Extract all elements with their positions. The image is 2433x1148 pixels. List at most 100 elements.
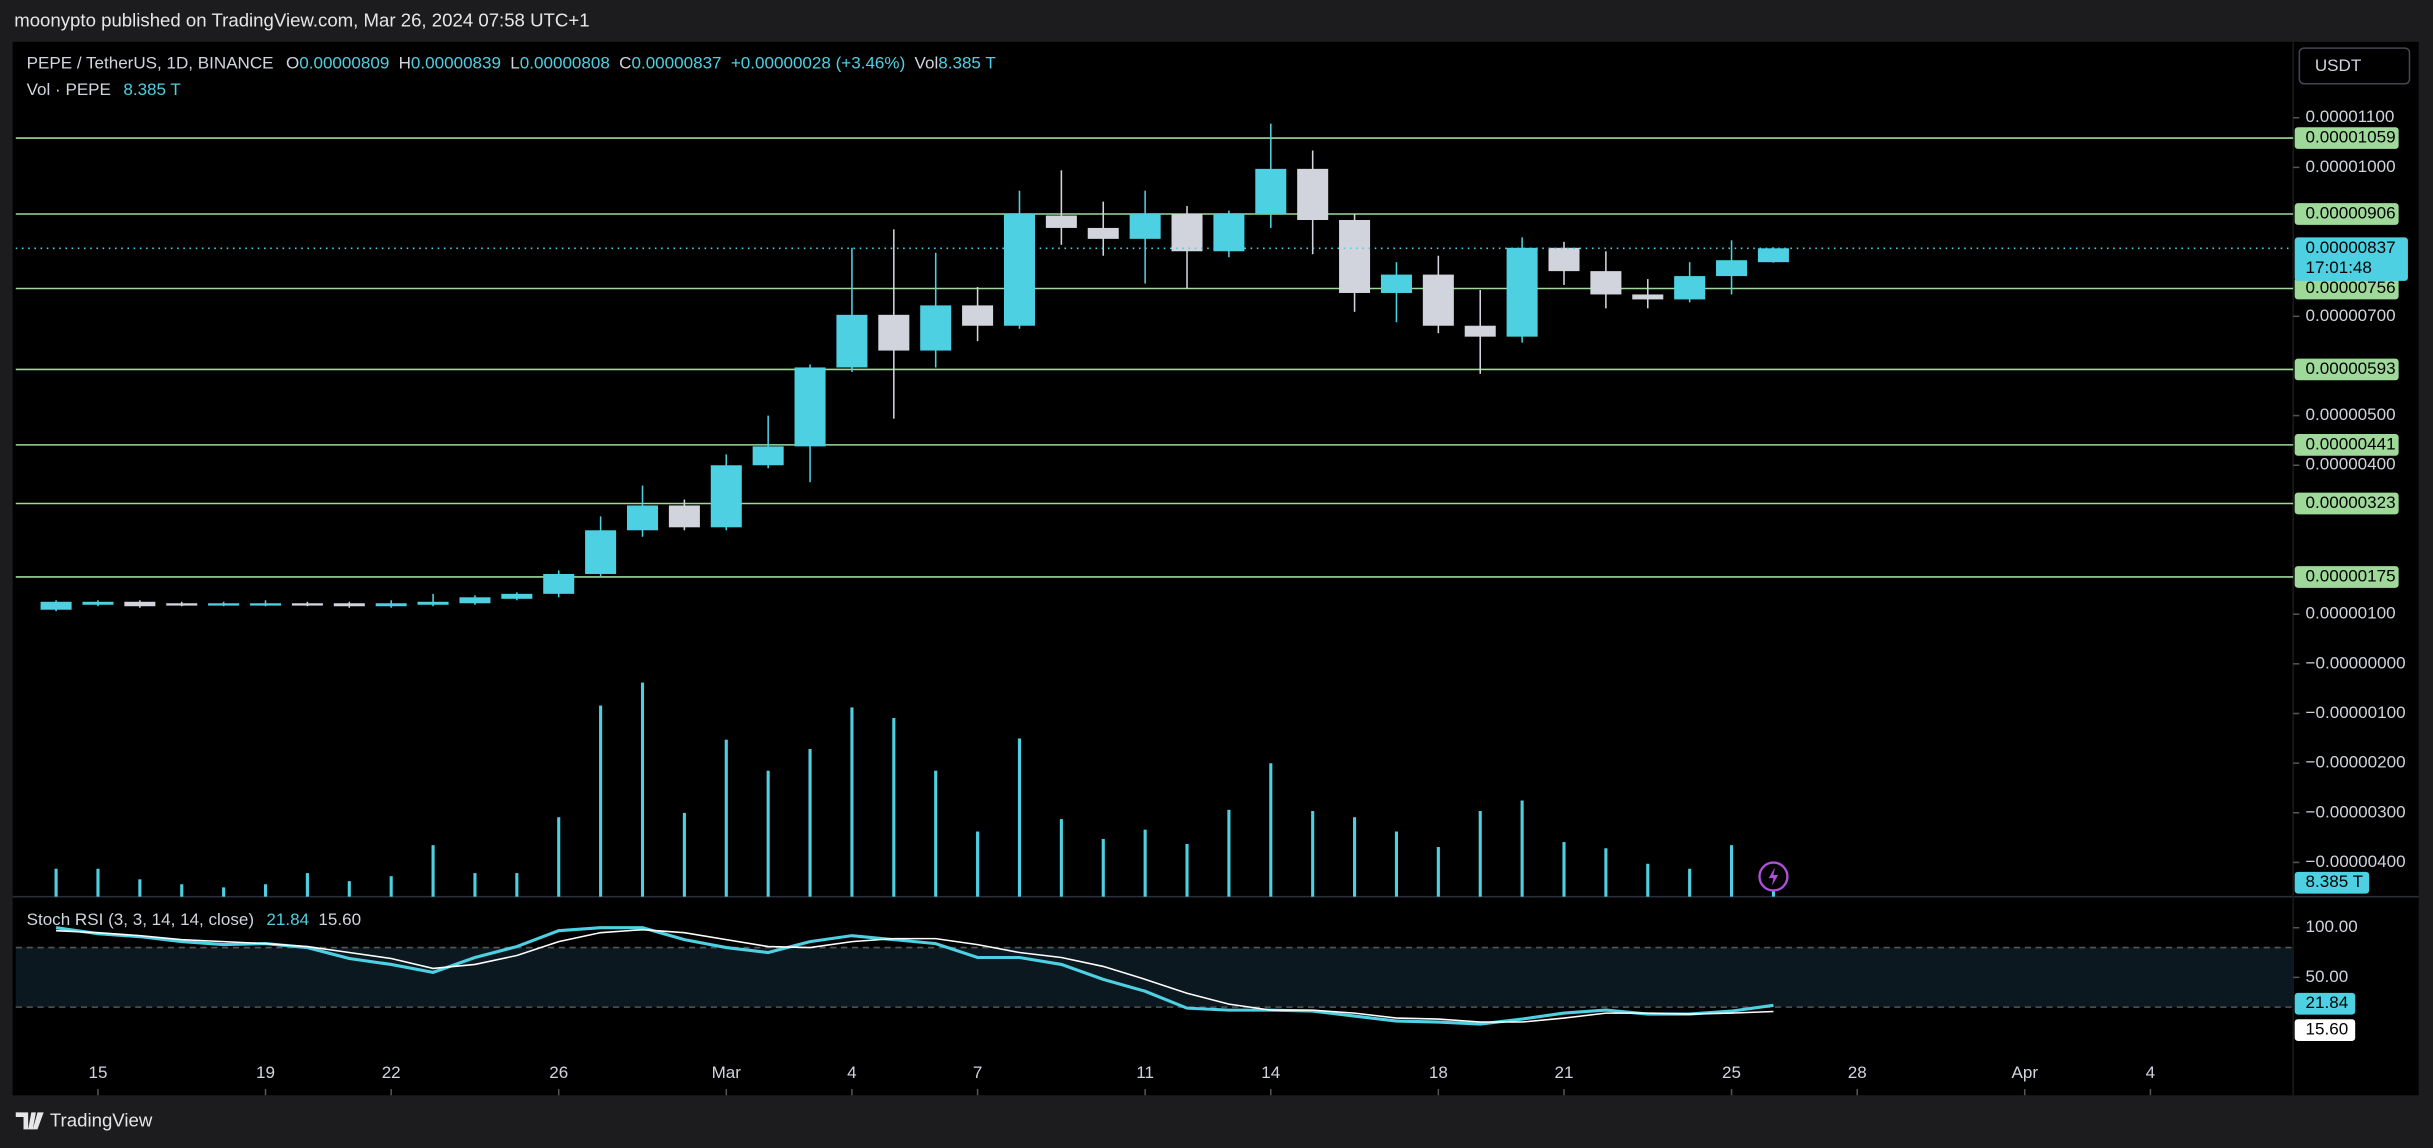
volume-bar — [892, 717, 896, 897]
y-tick-label: 0.00000700 — [2306, 306, 2396, 325]
candle-body — [208, 603, 240, 606]
ohlc-key: H — [399, 53, 411, 72]
volume-legend: Vol · PEPE 8.385 T — [27, 79, 182, 98]
stoch-label-bg — [2294, 992, 2356, 1015]
x-tick-label: Mar — [712, 1063, 742, 1082]
level-label: 0.00000323 — [2306, 493, 2396, 512]
candle-body — [1003, 214, 1035, 326]
y-tick-label: 0.00001100 — [2306, 107, 2395, 126]
candle-body — [1716, 260, 1748, 277]
x-tick-label: 22 — [382, 1063, 401, 1082]
y-tick-label: 0.00000500 — [2306, 405, 2396, 424]
candle-body — [794, 367, 826, 447]
published-note: moonypto published on TradingView.com, M… — [14, 10, 589, 31]
vol-value: 8.385 T — [938, 53, 996, 72]
volume-bar — [1604, 848, 1608, 897]
symbol: PEPE / TetherUS, 1D, BINANCE — [27, 53, 274, 72]
volume-bar — [96, 868, 100, 897]
y-tick-label: −0.00000200 — [2306, 753, 2406, 772]
candle-body — [1297, 168, 1329, 220]
candle-body — [375, 603, 407, 607]
volume-bar — [1017, 738, 1022, 897]
level-label: 0.00000906 — [2306, 204, 2396, 223]
candle-body — [878, 314, 910, 351]
level-label-bg — [2294, 434, 2399, 456]
volume-bar — [1143, 829, 1147, 897]
volume-bar — [850, 707, 854, 897]
candle-body — [166, 603, 198, 606]
candle-body — [1757, 248, 1789, 263]
candle-body — [124, 601, 156, 607]
volume-bar — [1311, 811, 1315, 897]
candle-body — [1339, 219, 1371, 293]
x-tick-label: 7 — [973, 1063, 982, 1082]
ohlc-value: 0.00000809 — [299, 53, 389, 72]
stoch-d-value: 15.60 — [318, 909, 361, 928]
volume-bar — [976, 831, 980, 897]
candle-body — [543, 573, 575, 594]
x-tick-label: 26 — [549, 1063, 568, 1082]
candle-body — [585, 530, 617, 574]
candle-body — [1129, 214, 1161, 239]
x-tick-label: Apr — [2011, 1063, 2038, 1082]
candle-body — [1213, 214, 1245, 252]
volume-bar — [515, 873, 519, 897]
y-tick-label: −0.00000100 — [2306, 703, 2406, 722]
countdown: 17:01:48 — [2306, 258, 2372, 277]
volume-bar — [557, 817, 561, 897]
stoch-legend: Stoch RSI (3, 3, 14, 14, close) 21.84 15.6… — [27, 909, 361, 928]
volume-bar — [640, 682, 645, 897]
candle-body — [710, 465, 742, 528]
volume-value: 8.385 T — [123, 79, 181, 98]
level-label-bg — [2294, 492, 2399, 515]
volume-label: 8.385 T — [2306, 872, 2364, 891]
volume-bar — [431, 845, 435, 897]
last-price-bg — [2294, 237, 2408, 281]
candle-body — [626, 505, 659, 531]
volume-bar — [138, 879, 142, 897]
alert-icon[interactable] — [1758, 861, 1789, 892]
volume-bar — [1436, 847, 1440, 897]
volume-bar — [1520, 800, 1524, 897]
x-tick-label: 4 — [2146, 1063, 2155, 1082]
candle-body — [1590, 271, 1622, 295]
candle-body — [1045, 215, 1077, 228]
x-tick-label: 28 — [1848, 1063, 1867, 1082]
candle-body — [962, 305, 994, 326]
candle-body — [1255, 168, 1287, 215]
plot: 0.00001100 0.00001000 0.00000700 0.00000500… — [15, 107, 2408, 1096]
level-label-bg — [2294, 203, 2399, 225]
candle-body — [501, 593, 533, 599]
y-tick-label: 100.00 — [2306, 917, 2358, 936]
ohlc-key: L — [510, 53, 519, 72]
x-tick-label: 15 — [88, 1063, 107, 1082]
candle-body — [668, 505, 700, 528]
x-tick-label: 18 — [1429, 1063, 1448, 1082]
x-tick-label: 19 — [256, 1063, 275, 1082]
y-tick-label: 50.00 — [2306, 967, 2349, 986]
level-label: 0.00001059 — [2306, 128, 2396, 147]
volume-bar — [1059, 819, 1063, 897]
x-tick-label: 21 — [1555, 1063, 1574, 1082]
volume-bar — [263, 884, 268, 897]
candle-body — [1422, 274, 1454, 326]
volume-bar — [1185, 843, 1189, 897]
level-label: 0.00000441 — [2306, 434, 2396, 453]
volume-bar — [599, 705, 603, 897]
candle-body — [920, 305, 952, 351]
candle-body — [836, 314, 868, 368]
currency-button-label[interactable]: USDT — [2315, 56, 2362, 75]
alert-bolt — [1768, 867, 1779, 886]
volume-title: Vol · PEPE — [27, 79, 111, 98]
y-tick-label: −0.00000300 — [2306, 802, 2406, 821]
ohlc-value: 0.00000837 — [631, 53, 721, 72]
x-tick-label: 11 — [1136, 1063, 1154, 1082]
candle-body — [1674, 276, 1706, 300]
currency-button[interactable] — [2298, 47, 2411, 85]
level-label-bg — [2294, 358, 2399, 381]
chart-area — [12, 41, 2419, 1096]
candle-body — [291, 603, 323, 606]
candle-body — [82, 601, 114, 605]
y-tick-label: 0.00000400 — [2306, 455, 2396, 474]
